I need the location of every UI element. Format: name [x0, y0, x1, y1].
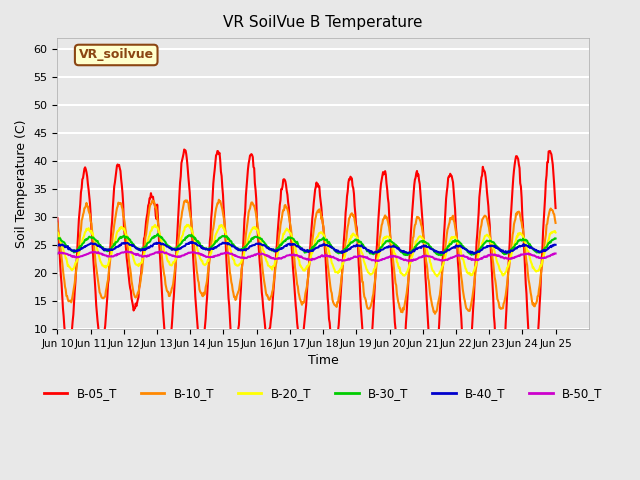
- B-50_T: [165, 252, 173, 257]
- B-50_T: [124, 249, 131, 254]
- B-30_T: [552, 236, 559, 241]
- B-05_T: [114, 162, 122, 168]
- B-10_T: [552, 220, 559, 226]
- B-20_T: [164, 259, 172, 264]
- B-10_T: [164, 289, 172, 295]
- B-10_T: [215, 197, 223, 203]
- B-30_T: [367, 251, 375, 256]
- B-40_T: [367, 249, 375, 254]
- Line: B-30_T: B-30_T: [58, 234, 556, 255]
- Line: B-05_T: B-05_T: [58, 149, 556, 383]
- B-05_T: [382, 172, 390, 178]
- B-30_T: [165, 243, 173, 249]
- B-40_T: [63, 244, 70, 250]
- B-20_T: [54, 229, 61, 235]
- B-20_T: [433, 274, 441, 279]
- B-30_T: [382, 239, 390, 244]
- B-40_T: [382, 245, 390, 251]
- B-10_T: [382, 215, 390, 221]
- B-05_T: [54, 215, 61, 221]
- B-20_T: [367, 271, 375, 277]
- B-50_T: [114, 252, 122, 257]
- B-30_T: [63, 243, 70, 249]
- B-50_T: [552, 251, 559, 256]
- B-50_T: [367, 257, 375, 263]
- B-10_T: [431, 311, 439, 317]
- B-50_T: [54, 251, 61, 257]
- Line: B-40_T: B-40_T: [58, 242, 556, 254]
- B-05_T: [63, 345, 70, 350]
- Legend: B-05_T, B-10_T, B-20_T, B-30_T, B-40_T, B-50_T: B-05_T, B-10_T, B-20_T, B-30_T, B-40_T, …: [39, 382, 607, 405]
- B-30_T: [54, 236, 61, 242]
- B-40_T: [54, 243, 61, 249]
- B-05_T: [367, 339, 375, 345]
- B-40_T: [191, 241, 199, 247]
- B-05_T: [164, 350, 172, 356]
- Line: B-50_T: B-50_T: [58, 252, 556, 261]
- B-10_T: [54, 220, 61, 226]
- B-20_T: [191, 240, 199, 245]
- B-40_T: [164, 244, 172, 250]
- B-05_T: [496, 380, 504, 386]
- Y-axis label: Soil Temperature (C): Soil Temperature (C): [15, 120, 28, 248]
- B-50_T: [374, 258, 381, 264]
- B-10_T: [114, 204, 122, 209]
- B-05_T: [191, 294, 199, 300]
- Line: B-20_T: B-20_T: [58, 225, 556, 276]
- B-10_T: [63, 293, 70, 299]
- Line: B-10_T: B-10_T: [58, 200, 556, 314]
- B-50_T: [191, 250, 199, 256]
- B-20_T: [552, 229, 559, 235]
- B-40_T: [114, 244, 122, 250]
- B-50_T: [63, 251, 70, 257]
- B-30_T: [191, 235, 199, 241]
- B-10_T: [191, 249, 198, 254]
- B-05_T: [552, 205, 559, 211]
- B-50_T: [383, 255, 390, 261]
- Text: VR_soilvue: VR_soilvue: [79, 48, 154, 61]
- B-30_T: [114, 239, 122, 244]
- B-10_T: [367, 301, 375, 307]
- B-20_T: [183, 222, 191, 228]
- B-30_T: [154, 231, 162, 237]
- Title: VR SoilVue B Temperature: VR SoilVue B Temperature: [223, 15, 423, 30]
- B-20_T: [63, 256, 70, 262]
- B-20_T: [114, 228, 122, 234]
- X-axis label: Time: Time: [308, 354, 339, 367]
- B-40_T: [470, 251, 477, 257]
- B-05_T: [180, 146, 188, 152]
- B-30_T: [436, 252, 444, 258]
- B-20_T: [382, 235, 390, 241]
- B-40_T: [552, 242, 559, 248]
- B-40_T: [189, 239, 196, 245]
